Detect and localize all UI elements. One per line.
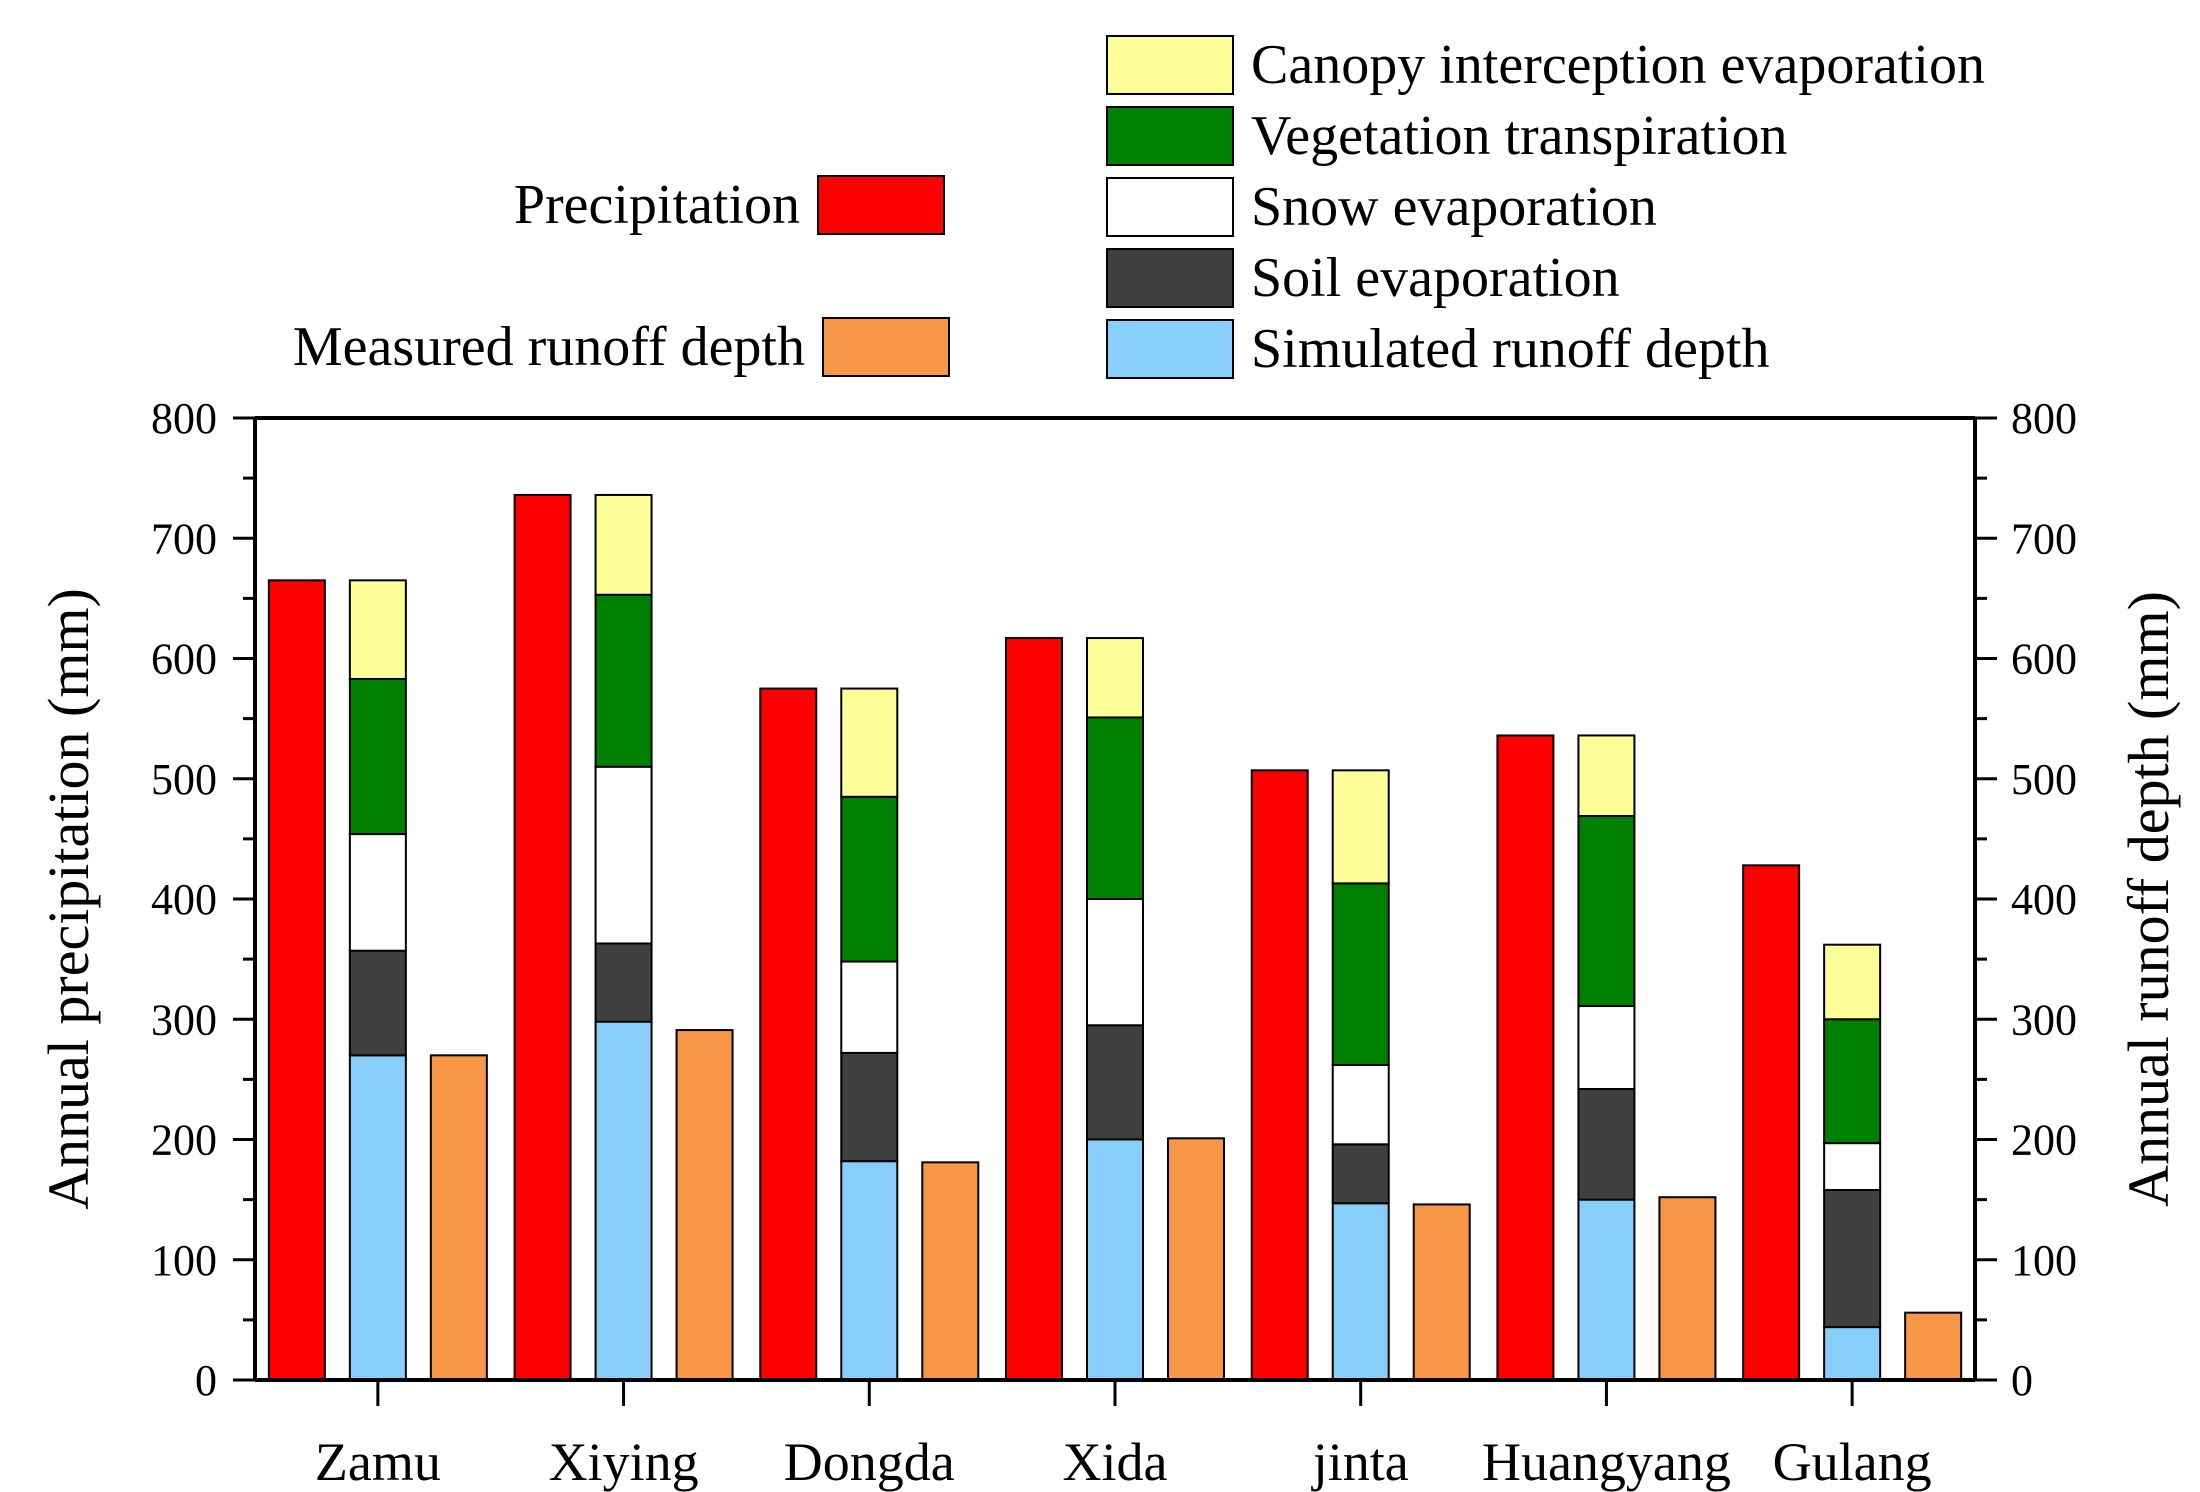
bar-snow-xida: [1086, 898, 1144, 1027]
bar-soil-huangyang: [1577, 1087, 1636, 1201]
bar-veg-gulang: [1823, 1018, 1882, 1145]
legend-swatch-measured: [822, 317, 950, 377]
legend-swatch-soil: [1106, 248, 1234, 308]
bar-measured-dongda: [921, 1161, 980, 1382]
legend-swatch-canopy: [1106, 35, 1234, 95]
bars-layer: [267, 493, 1963, 1382]
bar-precipitation-jinta: [1250, 769, 1309, 1381]
bar-snow-gulang: [1823, 1142, 1882, 1192]
legend-swatch-precipitation: [817, 175, 945, 235]
right-tick-label: 700: [2011, 514, 2077, 563]
x-tick-label: Dongda: [784, 1432, 955, 1492]
left-tick-label: 300: [151, 995, 217, 1044]
bar-simulated-dongda: [840, 1160, 899, 1382]
legend-label-simulated: Simulated runoff depth: [1251, 318, 1769, 380]
bar-soil-xiying: [594, 942, 653, 1023]
legend-label-canopy: Canopy interception evaporation: [1251, 34, 1985, 96]
bar-soil-xida: [1086, 1024, 1144, 1141]
bar-measured-zamu: [429, 1054, 488, 1381]
bar-measured-gulang: [1904, 1311, 1963, 1382]
bar-snow-huangyang: [1577, 1005, 1636, 1090]
bar-canopy-xiying: [594, 493, 653, 596]
right-tick-label: 200: [2011, 1116, 2077, 1165]
bar-precipitation-dongda: [759, 687, 818, 1381]
x-tick-label: Gulang: [1773, 1432, 1932, 1492]
bar-snow-zamu: [348, 833, 407, 952]
x-tick-label: jinta: [1311, 1432, 1409, 1492]
right-tick-label: 600: [2011, 635, 2077, 684]
bar-soil-gulang: [1823, 1189, 1882, 1329]
bar-precipitation-gulang: [1742, 864, 1801, 1381]
left-tick-label: 800: [151, 394, 217, 443]
legend-swatch-simulated: [1106, 319, 1234, 379]
bar-simulated-jinta: [1331, 1202, 1390, 1382]
axes-layer: Zamu Xiying Dongda Xida jinta Huangyang Gulang…: [36, 394, 2181, 1492]
x-tick-label: Xida: [1063, 1432, 1168, 1492]
right-axis-title: Annual runoff depth (mm): [2116, 591, 2181, 1207]
bar-measured-xida: [1167, 1137, 1225, 1381]
left-tick-label: 0: [195, 1356, 217, 1405]
legend: Precipitation Measured runoff depth Canopy…: [293, 34, 1985, 380]
right-tick-label: 500: [2011, 755, 2077, 804]
left-tick-label: 600: [151, 635, 217, 684]
legend-label-precipitation: Precipitation: [514, 174, 800, 236]
bar-soil-jinta: [1331, 1143, 1390, 1205]
legend-label-snow: Snow evaporation: [1251, 176, 1657, 238]
left-axis-title: Annual precipitation (mm): [36, 588, 101, 1210]
bar-simulated-xida: [1086, 1138, 1144, 1381]
bar-veg-zamu: [348, 677, 407, 836]
bar-measured-xiying: [675, 1029, 734, 1381]
bar-canopy-xida: [1086, 637, 1144, 719]
right-tick-label: 0: [2011, 1356, 2033, 1405]
legend-label-soil: Soil evaporation: [1251, 247, 1620, 309]
legend-swatch-veg: [1106, 106, 1234, 166]
bar-simulated-huangyang: [1577, 1198, 1636, 1381]
bar-precipitation-xida: [1005, 637, 1063, 1381]
bar-simulated-xiying: [594, 1020, 653, 1382]
bar-veg-huangyang: [1577, 815, 1636, 1008]
right-tick-label: 800: [2011, 394, 2077, 443]
bar-snow-dongda: [840, 960, 899, 1054]
x-tick-label: Zamu: [315, 1432, 441, 1492]
left-tick-label: 700: [151, 514, 217, 563]
left-tick-label: 100: [151, 1236, 217, 1285]
bar-snow-xiying: [594, 765, 653, 945]
bar-measured-huangyang: [1658, 1196, 1717, 1381]
left-tick-label: 500: [151, 755, 217, 804]
bar-veg-xiying: [594, 593, 653, 768]
left-tick-label: 400: [151, 875, 217, 924]
right-tick-label: 400: [2011, 875, 2077, 924]
x-tick-label: Xiying: [549, 1432, 699, 1492]
bar-measured-jinta: [1412, 1203, 1471, 1382]
legend-label-veg: Vegetation transpiration: [1251, 105, 1788, 167]
left-tick-label: 200: [151, 1116, 217, 1165]
bar-veg-xida: [1086, 716, 1144, 900]
bar-soil-zamu: [348, 949, 407, 1057]
right-tick-label: 100: [2011, 1236, 2077, 1285]
bar-precipitation-xiying: [513, 493, 572, 1381]
right-tick-label: 300: [2011, 995, 2077, 1044]
bar-canopy-dongda: [840, 687, 899, 798]
bar-canopy-zamu: [348, 579, 407, 680]
x-tick-label: Huangyang: [1482, 1432, 1731, 1492]
bar-soil-dongda: [840, 1051, 899, 1163]
bar-snow-jinta: [1331, 1063, 1390, 1146]
legend-swatch-snow: [1106, 177, 1234, 237]
bar-simulated-zamu: [348, 1054, 407, 1381]
bar-simulated-gulang: [1823, 1326, 1882, 1381]
bar-precipitation-zamu: [267, 579, 326, 1381]
bar-precipitation-huangyang: [1496, 734, 1555, 1381]
bar-canopy-gulang: [1823, 943, 1882, 1021]
bar-veg-jinta: [1331, 882, 1390, 1066]
bar-canopy-huangyang: [1577, 734, 1636, 818]
bar-veg-dongda: [840, 795, 899, 963]
legend-label-measured: Measured runoff depth: [293, 316, 805, 378]
bar-canopy-jinta: [1331, 769, 1390, 885]
